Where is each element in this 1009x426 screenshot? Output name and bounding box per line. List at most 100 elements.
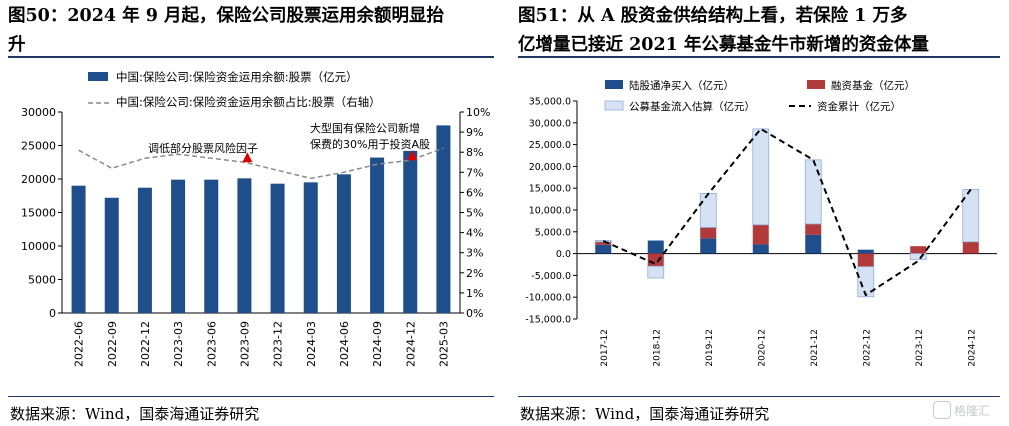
- y-tick-label: 15,000.0: [529, 184, 571, 195]
- left-title-line1: 图50：2024 年 9 月起，保险公司股票运用余额明显抬: [8, 6, 445, 26]
- x-tick-label: 2024-06: [338, 321, 351, 367]
- right-y-tick-label: 7%: [466, 166, 483, 179]
- x-tick-label: 2018-12: [652, 329, 662, 367]
- watermark: 格隆汇: [933, 400, 1003, 420]
- legend-label-mutual-funds: 公募基金流入估算（亿元）: [629, 100, 755, 113]
- y-tick-label: 0.0: [556, 249, 571, 260]
- x-tick-label: 2019-12: [705, 329, 715, 367]
- x-tick-label: 2023-03: [172, 321, 185, 367]
- right-source-rule: [518, 396, 1000, 397]
- legend-label-cumulative: 资金累计（亿元）: [817, 100, 901, 113]
- stacked-bar-segment-lightblue: [804, 159, 822, 225]
- legend-label-northbound: 陆股通净买入（亿元）: [629, 79, 734, 92]
- right-y-tick-label: 5%: [466, 207, 483, 220]
- legend-label-bars: 中国:保险公司:保险资金运用余额:股票（亿元）: [116, 70, 358, 84]
- left-y-tick-label: 15000: [21, 207, 56, 220]
- annotation-state-insurers-line2: 保费的30%用于投资A股: [310, 137, 430, 151]
- bar-stock-balance: [403, 150, 418, 313]
- right-y-tick-label: 10%: [466, 106, 490, 119]
- legend-swatch-mutual-funds: [604, 100, 624, 111]
- x-tick-label: 2023-09: [238, 321, 251, 367]
- stacked-bar-segment-red: [857, 253, 874, 267]
- left-y-tick-label: 10000: [21, 240, 56, 253]
- x-tick-label: 2025-03: [437, 321, 450, 367]
- stacked-bar-segment-lightblue: [699, 193, 717, 228]
- right-title-line1: 图51：从 A 股资金供给结构上看，若保险 1 万多: [518, 6, 908, 26]
- bar-stock-balance: [171, 179, 186, 313]
- x-tick-label: 2022-09: [106, 321, 119, 367]
- left-y-tick-label: 25000: [21, 140, 56, 153]
- stacked-bar-segment-lightblue: [647, 265, 665, 279]
- bar-stock-balance: [104, 197, 119, 313]
- x-tick-label: 2024-09: [371, 321, 384, 367]
- right-y-tick-label: 3%: [466, 247, 483, 260]
- right-y-tick-label: 9%: [466, 126, 483, 139]
- y-tick-label: 25,000.0: [529, 140, 571, 151]
- stacked-bar-segment-red: [910, 246, 927, 254]
- x-tick-label: 2021-12: [810, 329, 820, 367]
- bar-stock-balance: [237, 178, 252, 313]
- right-source-note: 数据来源：Wind，国泰海通证券研究: [520, 405, 770, 423]
- x-tick-label: 2024-03: [305, 321, 318, 367]
- right-y-tick-label: 2%: [466, 267, 483, 280]
- stacked-bar-segment-red: [752, 224, 769, 245]
- left-y-tick-label: 5000: [28, 274, 56, 287]
- line-stock-share: [78, 147, 444, 180]
- stacked-bar-segment-lightblue: [752, 128, 770, 226]
- stacked-bar-segment-lightblue: [909, 253, 927, 261]
- right-title-line2: 亿增量已接近 2021 年公募基金牛市新增的资金体量: [518, 35, 929, 55]
- x-tick-label: 2023-12: [915, 329, 925, 367]
- stacked-bar-segment-navy: [805, 234, 822, 254]
- stacked-bar-segment-red: [647, 253, 664, 267]
- stacked-bar-segment-navy: [700, 238, 717, 254]
- y-tick-label: 20,000.0: [529, 162, 571, 173]
- watermark-logo-icon: [933, 401, 951, 419]
- bar-stock-balance: [204, 179, 219, 313]
- left-figure-title: 图50：2024 年 9 月起，保险公司股票运用余额明显抬 升: [8, 2, 444, 60]
- legend-swatch-margin: [807, 80, 825, 89]
- y-tick-label: 35,000.0: [529, 97, 571, 108]
- y-tick-label: -15,000.0: [525, 315, 571, 326]
- stacked-bar-segment-navy: [595, 244, 612, 254]
- right-y-tick-label: 6%: [466, 186, 483, 199]
- left-source-note: 数据来源：Wind，国泰海通证券研究: [10, 405, 260, 423]
- left-y-tick-label: 0: [49, 307, 56, 320]
- annotation-state-insurers-line1: 大型国有保险公司新增: [310, 121, 420, 135]
- legend-swatch-bars: [88, 72, 108, 81]
- y-tick-label: 5,000.0: [535, 227, 571, 238]
- right-y-tick-label: 8%: [466, 146, 483, 159]
- x-tick-label: 2024-12: [967, 329, 977, 367]
- stacked-bar-segment-red: [595, 241, 612, 245]
- y-tick-label: 10,000.0: [529, 206, 571, 217]
- bar-stock-balance: [436, 125, 451, 314]
- bar-stock-balance: [336, 174, 351, 313]
- legend-label-margin: 融资基金（亿元）: [831, 79, 915, 92]
- stacked-bar-segment-lightblue: [962, 189, 980, 243]
- stacked-bar-segment-navy: [752, 244, 769, 254]
- legend-label-line: 中国:保险公司:保险资金运用余额占比:股票（右轴）: [116, 95, 381, 109]
- right-y-tick-label: 4%: [466, 227, 483, 240]
- x-tick-label: 2024-12: [404, 321, 417, 367]
- legend-swatch-northbound: [605, 80, 623, 89]
- left-source-rule: [8, 396, 494, 397]
- bar-stock-balance: [370, 157, 385, 313]
- right-figure-title: 图51：从 A 股资金供给结构上看，若保险 1 万多 亿增量已接近 2021 年…: [518, 2, 929, 60]
- annotation-risk-factor: 调低部分股票风险因子: [148, 141, 258, 155]
- x-tick-label: 2022-12: [139, 321, 152, 367]
- right-title-rule: [518, 56, 1000, 58]
- right-chart: -15,000.0 -10,000.0 -5,000.0 0.0 5,000.0 10,0…: [525, 79, 997, 367]
- line-cumulative-funds: [602, 127, 972, 297]
- stacked-bar-segment-red: [805, 223, 822, 235]
- y-tick-label: -10,000.0: [525, 293, 571, 304]
- left-y-tick-label: 20000: [21, 173, 56, 186]
- bar-stock-balance: [270, 183, 285, 313]
- stacked-bar-segment-red: [700, 227, 717, 239]
- x-tick-label: 2022-06: [73, 321, 86, 367]
- watermark-text: 格隆汇: [954, 403, 991, 418]
- annotation-marker-triangle: [407, 150, 418, 161]
- x-tick-label: 2017-12: [600, 329, 610, 367]
- stacked-bar-segment-navy: [647, 240, 664, 254]
- bar-stock-balance: [71, 185, 86, 313]
- y-tick-label: -5,000.0: [531, 271, 571, 282]
- annotation-marker-triangle: [242, 152, 253, 163]
